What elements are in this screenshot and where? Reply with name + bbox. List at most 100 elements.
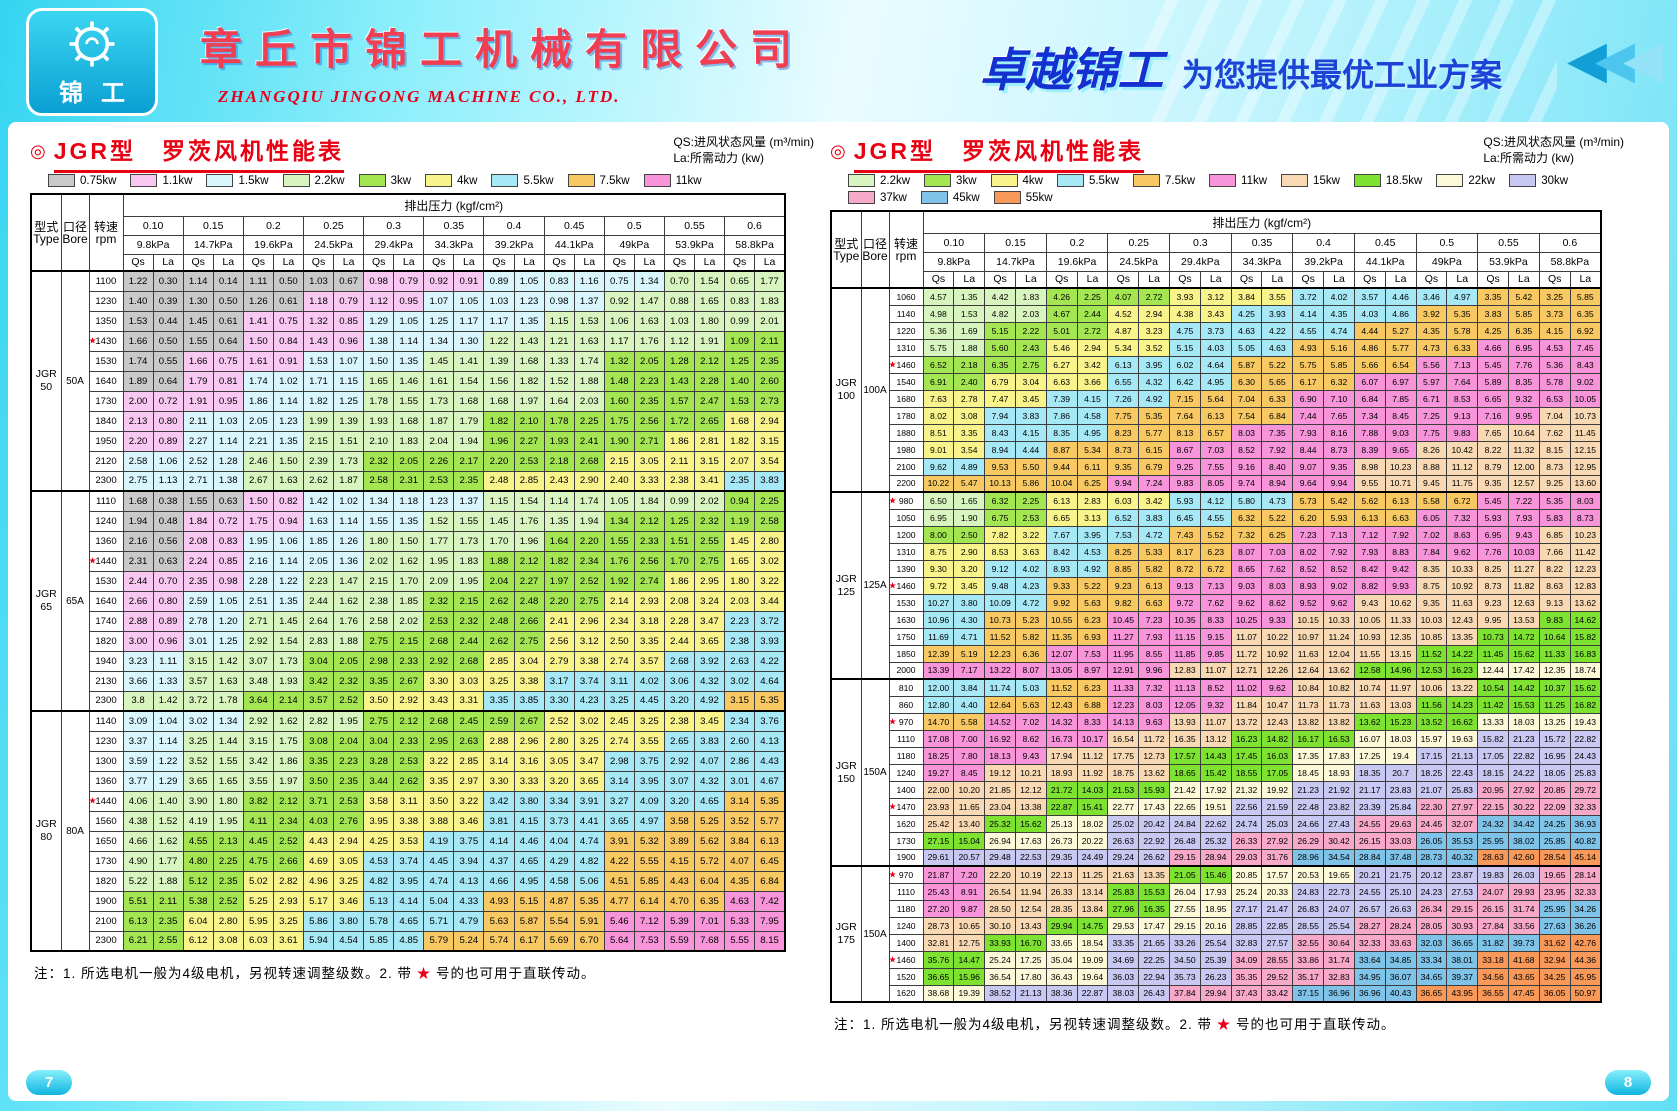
la-value-cell: 6.35 — [1569, 304, 1602, 323]
qs-value-cell: 22.15 — [1477, 797, 1509, 816]
la-value-cell: 6.35 — [693, 890, 726, 912]
la-value-cell: 10.05 — [1569, 389, 1602, 408]
qs-value-cell: 2.21 — [242, 430, 274, 452]
qs-value-cell: 8.63 — [1538, 576, 1571, 595]
la-value-cell: 11.07 — [1199, 661, 1232, 680]
qs-value-cell: 28.35 — [1045, 899, 1078, 918]
qs-value-cell: 5.33 — [724, 910, 756, 932]
la-value-cell: 14.03 — [1076, 780, 1109, 799]
la-value-cell: 6.11 — [1076, 457, 1109, 476]
la-value-cell: 1.38 — [212, 470, 244, 492]
la-value-cell: 1.85 — [393, 590, 425, 612]
la-value-cell: 2.72 — [1138, 287, 1170, 306]
qs-value-cell: 25.02 — [1107, 814, 1140, 833]
la-value-cell: 27.97 — [1446, 797, 1479, 816]
la-value-cell: 5.77 — [1384, 338, 1417, 357]
la-column-header: La — [1199, 270, 1232, 289]
qs-value-cell: 4.45 — [242, 830, 274, 852]
la-value-cell: 5.35 — [573, 890, 605, 912]
la-value-cell: 27.92 — [1261, 831, 1294, 850]
qs-value-cell: 21.42 — [1169, 780, 1201, 799]
qs-value-cell: 16.73 — [1045, 729, 1078, 748]
la-value-cell: 2.35 — [754, 350, 786, 372]
legend-label: 15kw — [1313, 174, 1340, 187]
la-value-cell: 4.02 — [633, 670, 665, 692]
la-value-cell: 3.15 — [754, 430, 786, 452]
la-value-cell: 3.46 — [453, 810, 485, 832]
qs-value-cell: 1.65 — [363, 370, 395, 392]
legend-swatch — [1436, 174, 1464, 187]
qs-value-cell: 0.98 — [543, 290, 575, 312]
qs-value-cell: 3.77 — [122, 770, 154, 792]
qs-value-cell: 8.15 — [1538, 440, 1571, 459]
rpm-cell: 1400 — [888, 933, 924, 952]
qs-value-cell: 4.07 — [724, 850, 756, 872]
qs-value-cell: 2.04 — [423, 430, 455, 452]
qs-value-cell: 3.64 — [242, 690, 274, 712]
pressure-value-header: 0.35 — [423, 215, 485, 236]
la-value-cell: 1.22 — [272, 570, 304, 592]
qs-value-cell: 25.42 — [922, 814, 955, 833]
rpm-cell: ★ 1460 — [888, 576, 924, 595]
la-value-cell: 2.58 — [754, 510, 786, 532]
rpm-cell: 1750 — [888, 627, 924, 646]
qs-value-cell: 8.65 — [1230, 559, 1263, 578]
qs-value-cell: 2.10 — [363, 430, 395, 452]
la-value-cell: 4.23 — [573, 690, 605, 712]
legend-item: 55kw — [993, 191, 1053, 204]
la-value-cell: 31.74 — [1507, 899, 1540, 918]
la-value-cell: 25.03 — [1261, 814, 1294, 833]
la-value-cell: 11.32 — [1507, 440, 1540, 459]
qs-value-cell: 19.27 — [922, 763, 955, 782]
la-value-cell: 7.12 — [633, 910, 665, 932]
qs-value-cell: 6.79 — [984, 372, 1016, 391]
la-value-cell: 1.14 — [333, 510, 365, 532]
qs-value-cell: 0.89 — [483, 270, 515, 292]
la-value-cell: 5.22 — [1261, 355, 1294, 374]
la-value-cell: 13.22 — [1446, 678, 1479, 697]
la-value-cell: 3.16 — [513, 750, 545, 772]
la-value-cell: 1.75 — [272, 730, 304, 752]
la-value-cell: 3.84 — [953, 678, 986, 697]
la-value-cell: 3.95 — [393, 870, 425, 892]
la-value-cell: 4.46 — [513, 830, 545, 852]
la-value-cell: 8.73 — [1323, 440, 1355, 459]
qs-value-cell: 38.68 — [922, 984, 955, 1003]
la-column-header: La — [1138, 270, 1170, 289]
la-value-cell: 9.96 — [1138, 661, 1170, 680]
legend-label: 2.2kw — [880, 174, 911, 187]
la-value-cell: 1.95 — [212, 810, 244, 832]
la-value-cell: 4.92 — [693, 690, 726, 712]
qs-value-cell: 12.83 — [1169, 661, 1201, 680]
la-value-cell: 5.03 — [1014, 678, 1047, 697]
la-value-cell: 1.40 — [152, 790, 184, 812]
la-value-cell: 9.42 — [1384, 559, 1417, 578]
bore-cell: 80A — [60, 710, 90, 952]
la-value-cell: 0.61 — [272, 290, 304, 312]
rpm-cell: 2000 — [888, 661, 924, 680]
la-value-cell: 0.96 — [152, 630, 184, 652]
la-value-cell: 1.62 — [393, 550, 425, 572]
la-value-cell: 11.65 — [953, 797, 986, 816]
la-value-cell: 2.43 — [1014, 338, 1047, 357]
qs-value-cell: 1.96 — [483, 430, 515, 452]
kpa-header: 29.4kPa — [1169, 251, 1232, 272]
kpa-header: 29.4kPa — [363, 234, 425, 255]
qs-value-cell: 1.25 — [663, 510, 695, 532]
qs-value-cell: 7.39 — [1045, 389, 1078, 408]
kpa-header: 9.8kPa — [922, 251, 986, 272]
qs-value-cell: 1.91 — [182, 390, 214, 412]
qs-value-cell: 3.52 — [724, 810, 756, 832]
la-value-cell: 14.82 — [1261, 729, 1294, 748]
bore-cell: 150A — [860, 678, 890, 867]
la-value-cell: 2.68 — [573, 450, 605, 472]
qs-value-cell: 4.19 — [423, 830, 455, 852]
qs-value-cell: 10.96 — [922, 610, 955, 629]
qs-value-cell: 26.29 — [1292, 831, 1325, 850]
qs-value-cell: 11.33 — [1538, 644, 1571, 663]
la-value-cell: 2.63 — [453, 730, 485, 752]
la-value-cell: 0.96 — [333, 330, 365, 352]
qs-value-cell: 35.35 — [1230, 967, 1263, 986]
qs-value-cell: 5.89 — [1477, 372, 1509, 391]
qs-value-cell: 6.07 — [1353, 372, 1386, 391]
